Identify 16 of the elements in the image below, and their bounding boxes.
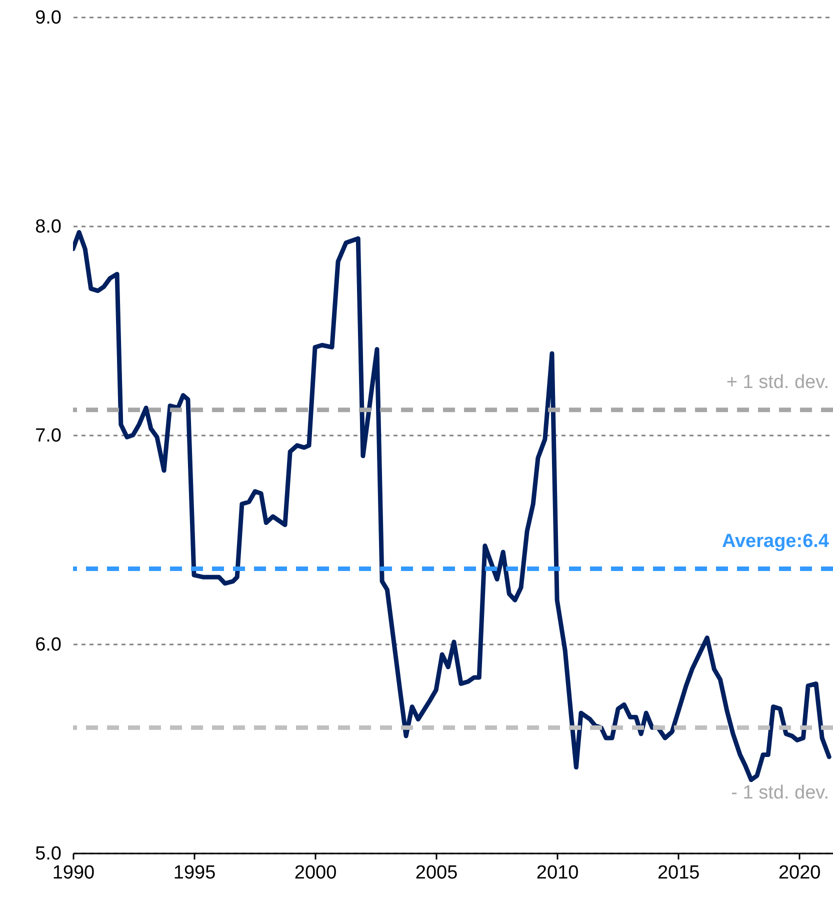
x-tick-label: 2020: [778, 862, 821, 884]
x-tick-label: 1990: [52, 862, 95, 884]
x-tick-label: 2015: [657, 862, 700, 884]
y-tick-label: 9.0: [35, 8, 62, 28]
x-tick-label: 2010: [536, 862, 579, 884]
ref-line-label: + 1 std. dev.: [726, 372, 829, 393]
x-tick-label: 1995: [173, 862, 216, 884]
y-tick-label: 6.0: [35, 634, 62, 656]
y-tick-label: 5.0: [35, 844, 62, 864]
line-series: [73, 230, 832, 782]
x-tick-label: 2005: [415, 862, 458, 884]
ref-line-label: - 1 std. dev.: [731, 782, 829, 804]
y-tick-label: 8.0: [35, 216, 62, 238]
y-tick-label: 7.0: [35, 426, 62, 446]
x-tick-label: 2000: [294, 862, 337, 884]
ref-line-label: Average:6.4: [722, 530, 830, 552]
